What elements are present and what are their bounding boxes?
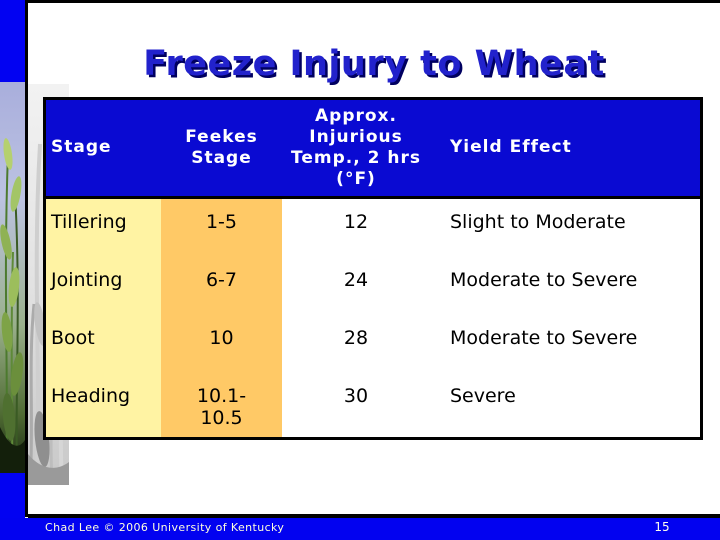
column-header-yield: Yield Effect [450, 137, 572, 158]
cell-stage: Boot [46, 315, 161, 373]
table-row: Tillering 1-5 12 Slight to Moderate [46, 199, 700, 257]
slide-title: Freeze Injury to Wheat [143, 44, 605, 84]
cell-temp: 30 [282, 373, 430, 437]
cell-temp: 28 [282, 315, 430, 373]
column-header-feekes: Feekes Stage [185, 126, 258, 168]
column-header-temp: Approx. Injurious Temp., 2 hrs (°F) [291, 105, 421, 190]
cell-stage: Heading [46, 373, 161, 437]
cell-stage: Jointing [46, 257, 161, 315]
left-border-line [25, 0, 28, 517]
cell-yield: Moderate to Severe [430, 315, 700, 373]
cell-feekes: 10.1- 10.5 [161, 373, 282, 437]
left-accent-square [0, 0, 25, 82]
cell-feekes: 6-7 [161, 257, 282, 315]
table-row: Boot 10 28 Moderate to Severe [46, 315, 700, 373]
footer-bar [0, 517, 720, 540]
cell-yield: Moderate to Severe [430, 257, 700, 315]
cell-stage: Tillering [46, 199, 161, 257]
table-row: Heading 10.1- 10.5 30 Severe [46, 373, 700, 437]
top-border-line [28, 0, 720, 3]
header-divider-line [46, 196, 700, 199]
cell-temp: 12 [282, 199, 430, 257]
bottom-border-line [28, 514, 720, 518]
cell-yield: Slight to Moderate [430, 199, 700, 257]
cell-feekes: 10 [161, 315, 282, 373]
cell-feekes: 1-5 [161, 199, 282, 257]
cell-temp: 24 [282, 257, 430, 315]
cell-yield: Severe [430, 373, 700, 437]
table-header-row: Stage Feekes Stage Approx. Injurious Tem… [46, 100, 700, 196]
freeze-injury-table: Stage Feekes Stage Approx. Injurious Tem… [43, 97, 703, 440]
footer-credit: Chad Lee © 2006 University of Kentucky [45, 521, 285, 534]
table-row: Jointing 6-7 24 Moderate to Severe [46, 257, 700, 315]
wheat-photo-color [0, 82, 25, 474]
column-header-stage: Stage [51, 137, 112, 158]
page-number: 15 [654, 520, 670, 534]
